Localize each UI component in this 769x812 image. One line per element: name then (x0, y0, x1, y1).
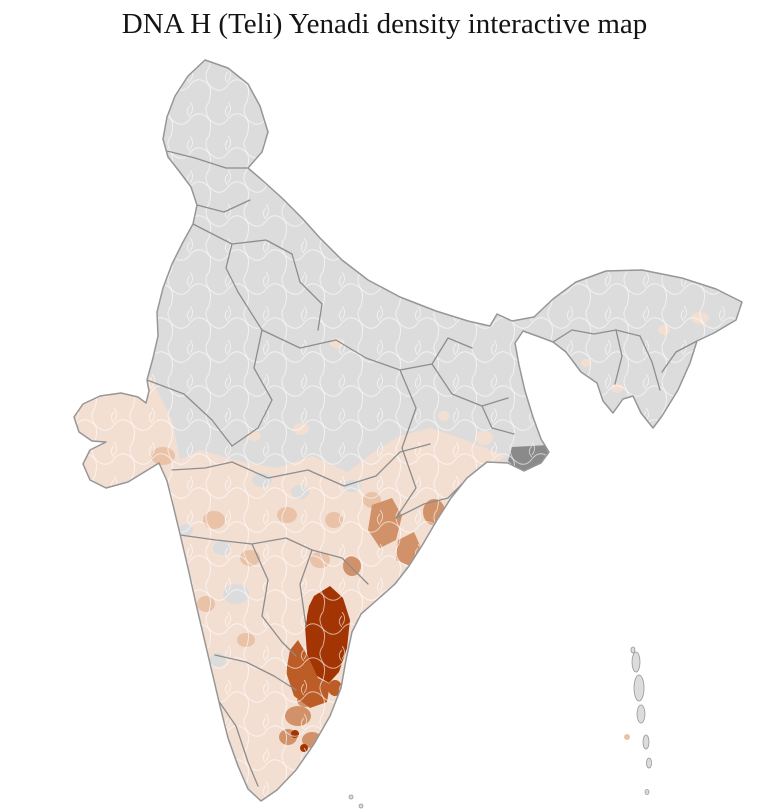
map-title: DNA H (Teli) Yenadi density interactive … (121, 8, 648, 40)
district-boundaries-grid (74, 60, 742, 801)
island-low-density-dot[interactable] (624, 734, 630, 740)
india-national-outline (73, 59, 743, 802)
state-borders (146, 149, 698, 787)
andaman-islands[interactable] (348, 646, 652, 809)
